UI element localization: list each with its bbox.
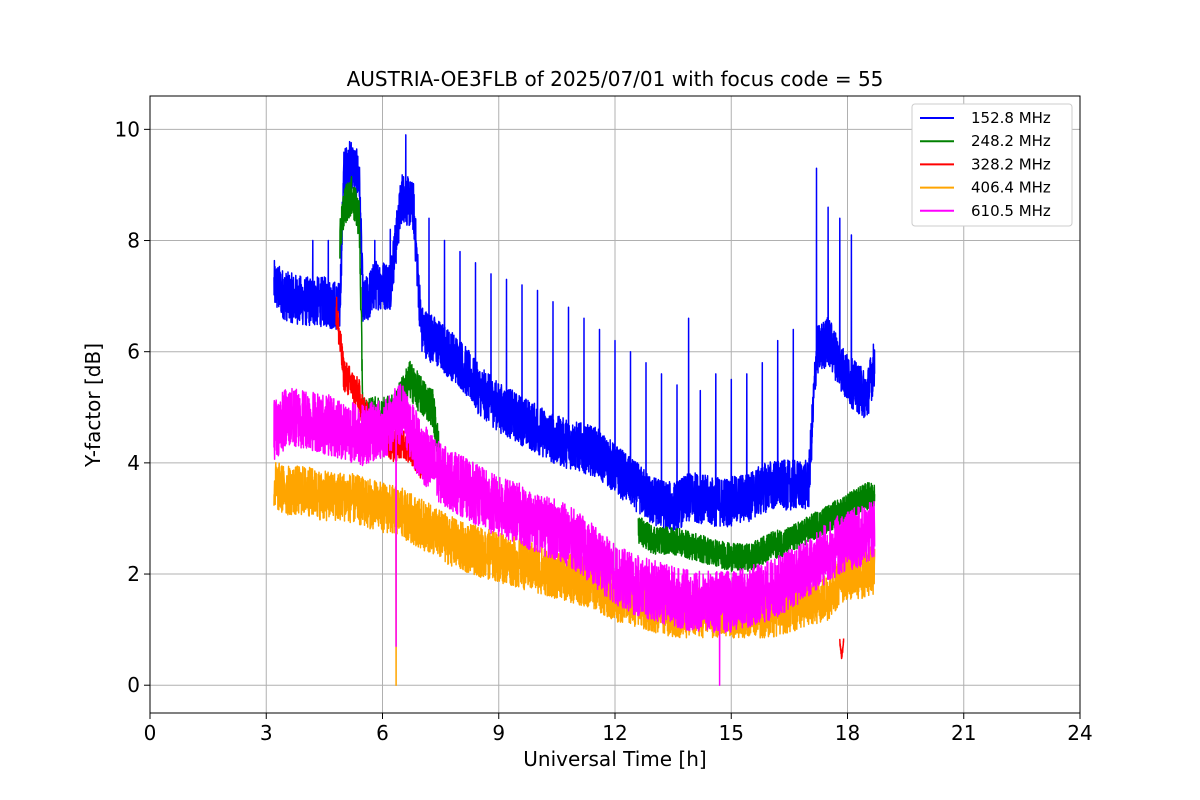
series-line-248-2-mhz-segment xyxy=(637,481,876,572)
y-tick-label: 4 xyxy=(127,451,140,475)
y-tick-label: 2 xyxy=(127,562,140,586)
legend: 152.8 MHz 248.2 MHz 328.2 MHz 406.4 MHz 610.… xyxy=(911,103,1073,227)
y-tick-label: 10 xyxy=(115,117,140,141)
legend-label: 610.5 MHz xyxy=(971,202,1051,220)
x-tick-label: 21 xyxy=(951,721,976,745)
y-tick-label: 0 xyxy=(127,673,140,697)
y-axis-ticks: 0 2 4 6 8 10 xyxy=(115,117,150,697)
y-tick-label: 6 xyxy=(127,340,140,364)
x-axis-ticks: 0 3 6 9 12 15 18 21 24 xyxy=(144,713,1093,745)
x-axis-label: Universal Time [h] xyxy=(523,747,706,771)
legend-box xyxy=(911,103,1073,227)
legend-label: 248.2 MHz xyxy=(971,132,1051,150)
x-tick-label: 12 xyxy=(602,721,627,745)
x-tick-label: 3 xyxy=(260,721,273,745)
series-line-328-2-mhz-segment xyxy=(839,638,845,660)
x-tick-label: 15 xyxy=(719,721,744,745)
series-line-152-8-mhz xyxy=(273,134,876,532)
x-tick-label: 6 xyxy=(376,721,389,745)
x-tick-label: 0 xyxy=(144,721,157,745)
legend-label: 328.2 MHz xyxy=(971,155,1051,173)
y-axis-label: Y-factor [dB] xyxy=(81,343,105,468)
x-tick-label: 9 xyxy=(492,721,505,745)
series-line-610-5-mhz xyxy=(273,383,876,686)
series-lines xyxy=(273,134,876,686)
y-tick-label: 8 xyxy=(127,229,140,253)
x-tick-label: 24 xyxy=(1067,721,1092,745)
chart-title: AUSTRIA-OE3FLB of 2025/07/01 with focus … xyxy=(347,67,884,91)
legend-label: 152.8 MHz xyxy=(971,109,1051,127)
legend-label: 406.4 MHz xyxy=(971,179,1051,197)
x-tick-label: 18 xyxy=(835,721,860,745)
